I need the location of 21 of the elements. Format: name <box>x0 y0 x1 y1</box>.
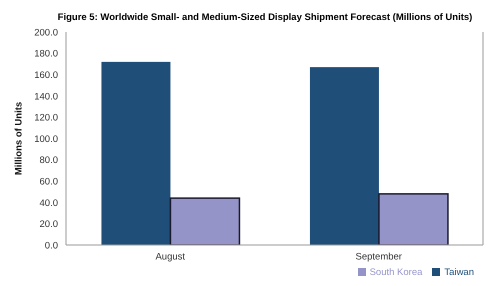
chart-title: Figure 5: Worldwide Small- and Medium-Sized Display Shipment Forecast (Millions of Units) <box>56 11 474 25</box>
y-tick-label: 0.0 <box>44 240 58 252</box>
y-tick-label: 200.0 <box>34 27 58 38</box>
legend-label: South Korea <box>370 267 422 278</box>
y-tick-label: 120.0 <box>34 112 58 124</box>
y-tick-label: 160.0 <box>34 70 58 81</box>
legend-label: Taiwan <box>444 267 474 278</box>
y-tick-label: 140.0 <box>34 91 58 102</box>
y-tick-label: 40.0 <box>40 198 58 209</box>
x-tick-label: September <box>356 252 402 263</box>
y-tick-label: 20.0 <box>40 219 58 230</box>
y-axis-title: Millions of Units <box>13 102 24 176</box>
bar <box>310 67 379 245</box>
bar <box>101 62 170 245</box>
y-tick-label: 100.0 <box>34 134 58 145</box>
y-tick-label: 180.0 <box>34 48 58 60</box>
bar <box>378 193 449 245</box>
y-tick-label: 80.0 <box>40 155 58 166</box>
x-tick-label: August <box>155 252 186 263</box>
y-tick-label: 60.0 <box>40 176 58 188</box>
bar <box>170 197 240 245</box>
